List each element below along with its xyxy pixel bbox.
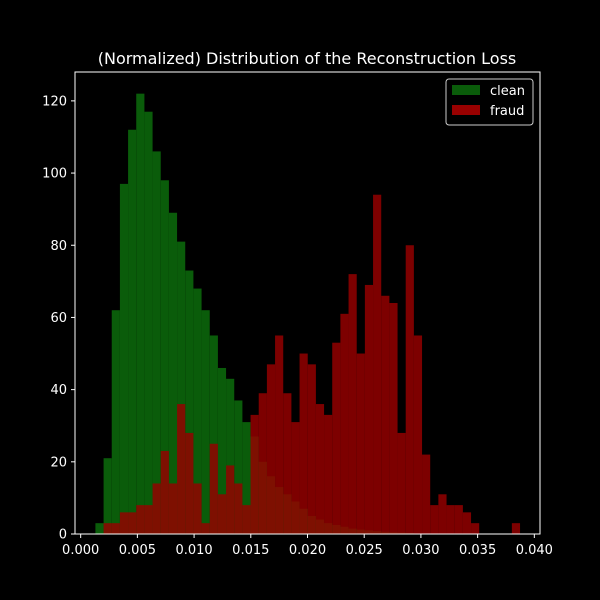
y-tick-label: 120	[42, 94, 67, 109]
bar-clean-1	[103, 458, 112, 534]
bar-fraud-17	[242, 505, 251, 534]
bar-clean-6	[144, 111, 153, 534]
legend-swatch-fraud	[452, 105, 480, 115]
bar-clean-14	[209, 335, 218, 534]
x-tick-label: 0.030	[402, 543, 439, 558]
bar-fraud-35	[389, 303, 398, 534]
series-fraud-bars	[103, 194, 521, 534]
bar-clean-13	[201, 310, 210, 534]
y-tick-label: 0	[59, 528, 67, 543]
bar-fraud-39	[422, 454, 431, 534]
bar-fraud-9	[177, 404, 186, 534]
legend: clean fraud	[445, 78, 534, 126]
bar-fraud-21	[275, 335, 284, 534]
x-tick-label: 0.000	[62, 543, 99, 558]
bar-fraud-5	[144, 505, 153, 534]
x-tick-label: 0.035	[459, 543, 496, 558]
bar-fraud-37	[405, 245, 414, 534]
bar-fraud-28	[332, 342, 341, 534]
bar-fraud-24	[299, 353, 308, 534]
bar-clean-11	[185, 270, 194, 534]
bar-clean-2	[111, 310, 120, 534]
bar-fraud-18	[250, 414, 259, 534]
bar-fraud-32	[364, 284, 374, 534]
bar-fraud-22	[283, 393, 292, 534]
bar-fraud-34	[381, 295, 390, 534]
legend-swatch-clean	[452, 85, 480, 95]
x-tick-label: 0.005	[119, 543, 156, 558]
bar-fraud-2	[119, 512, 129, 534]
chart-title: (Normalized) Distribution of the Reconst…	[98, 49, 517, 68]
bar-fraud-11	[193, 483, 202, 534]
x-tick-label: 0.010	[175, 543, 212, 558]
x-axis: 0.000 0.005 0.010 0.015 0.020 0.025 0.030 0.035…	[62, 534, 553, 558]
y-tick-label: 80	[50, 239, 67, 254]
y-axis: 0 20 40 60 80 100 120	[42, 94, 75, 543]
bar-fraud-3	[128, 512, 137, 534]
bar-clean-9	[168, 212, 178, 534]
y-tick-label: 60	[50, 311, 67, 326]
bar-fraud-41	[438, 494, 447, 534]
bar-fraud-20	[266, 364, 276, 534]
bar-fraud-46	[511, 523, 521, 534]
bar-clean-4	[128, 129, 137, 534]
legend-label-clean: clean	[490, 84, 525, 99]
bar-fraud-4	[136, 505, 145, 534]
y-tick-label: 20	[50, 455, 67, 470]
bar-fraud-16	[234, 483, 243, 534]
x-tick-label: 0.025	[346, 543, 383, 558]
bar-fraud-40	[430, 505, 439, 534]
bar-clean-8	[160, 180, 169, 534]
bar-clean-18	[242, 422, 251, 534]
bar-fraud-14	[217, 494, 227, 534]
bar-fraud-19	[258, 393, 267, 534]
bar-fraud-15	[226, 465, 235, 534]
bar-fraud-26	[315, 404, 325, 534]
bar-clean-5	[136, 93, 145, 534]
series-clean-bars	[95, 93, 414, 534]
bar-fraud-12	[201, 523, 210, 534]
bar-fraud-0	[103, 523, 112, 534]
bar-clean-17	[234, 400, 243, 534]
bar-fraud-42	[446, 505, 455, 534]
legend-label-fraud: fraud	[490, 104, 524, 119]
bar-clean-0	[95, 523, 104, 534]
bar-clean-3	[119, 183, 129, 534]
x-tick-label: 0.015	[232, 543, 269, 558]
bar-fraud-29	[340, 313, 349, 534]
bar-fraud-27	[324, 414, 333, 534]
bar-fraud-44	[462, 512, 472, 534]
bar-fraud-10	[185, 432, 194, 534]
bar-clean-15	[217, 367, 227, 534]
bar-fraud-25	[307, 364, 316, 534]
bar-fraud-31	[356, 353, 365, 534]
y-tick-label: 40	[50, 383, 67, 398]
bar-fraud-38	[413, 335, 423, 534]
x-tick-label: 0.040	[516, 543, 553, 558]
bar-fraud-36	[397, 432, 406, 534]
bar-fraud-6	[152, 483, 161, 534]
bar-fraud-7	[160, 450, 169, 534]
bar-fraud-45	[471, 523, 480, 534]
bar-fraud-30	[348, 274, 357, 534]
bar-clean-12	[193, 288, 202, 534]
bar-clean-7	[152, 151, 161, 534]
x-tick-label: 0.020	[289, 543, 326, 558]
bar-fraud-23	[291, 422, 300, 534]
bar-fraud-13	[209, 443, 218, 534]
bar-fraud-8	[168, 483, 178, 534]
bar-fraud-33	[373, 194, 382, 534]
y-tick-label: 100	[42, 167, 67, 182]
bar-fraud-43	[454, 505, 463, 534]
bar-clean-10	[177, 241, 186, 534]
bar-clean-16	[226, 378, 235, 534]
bar-fraud-1	[111, 523, 120, 534]
